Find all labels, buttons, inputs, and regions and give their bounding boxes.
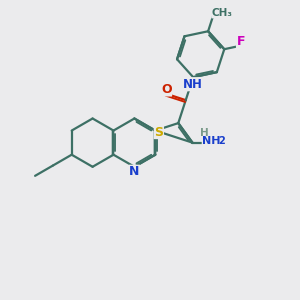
- Text: NH: NH: [183, 78, 203, 91]
- Text: CH₃: CH₃: [212, 8, 233, 18]
- Text: H: H: [200, 128, 209, 138]
- Text: N: N: [129, 165, 140, 178]
- Text: 2: 2: [218, 136, 225, 146]
- Text: F: F: [237, 35, 245, 48]
- Text: S: S: [154, 125, 163, 139]
- Text: NH: NH: [202, 136, 221, 146]
- Text: O: O: [161, 83, 172, 96]
